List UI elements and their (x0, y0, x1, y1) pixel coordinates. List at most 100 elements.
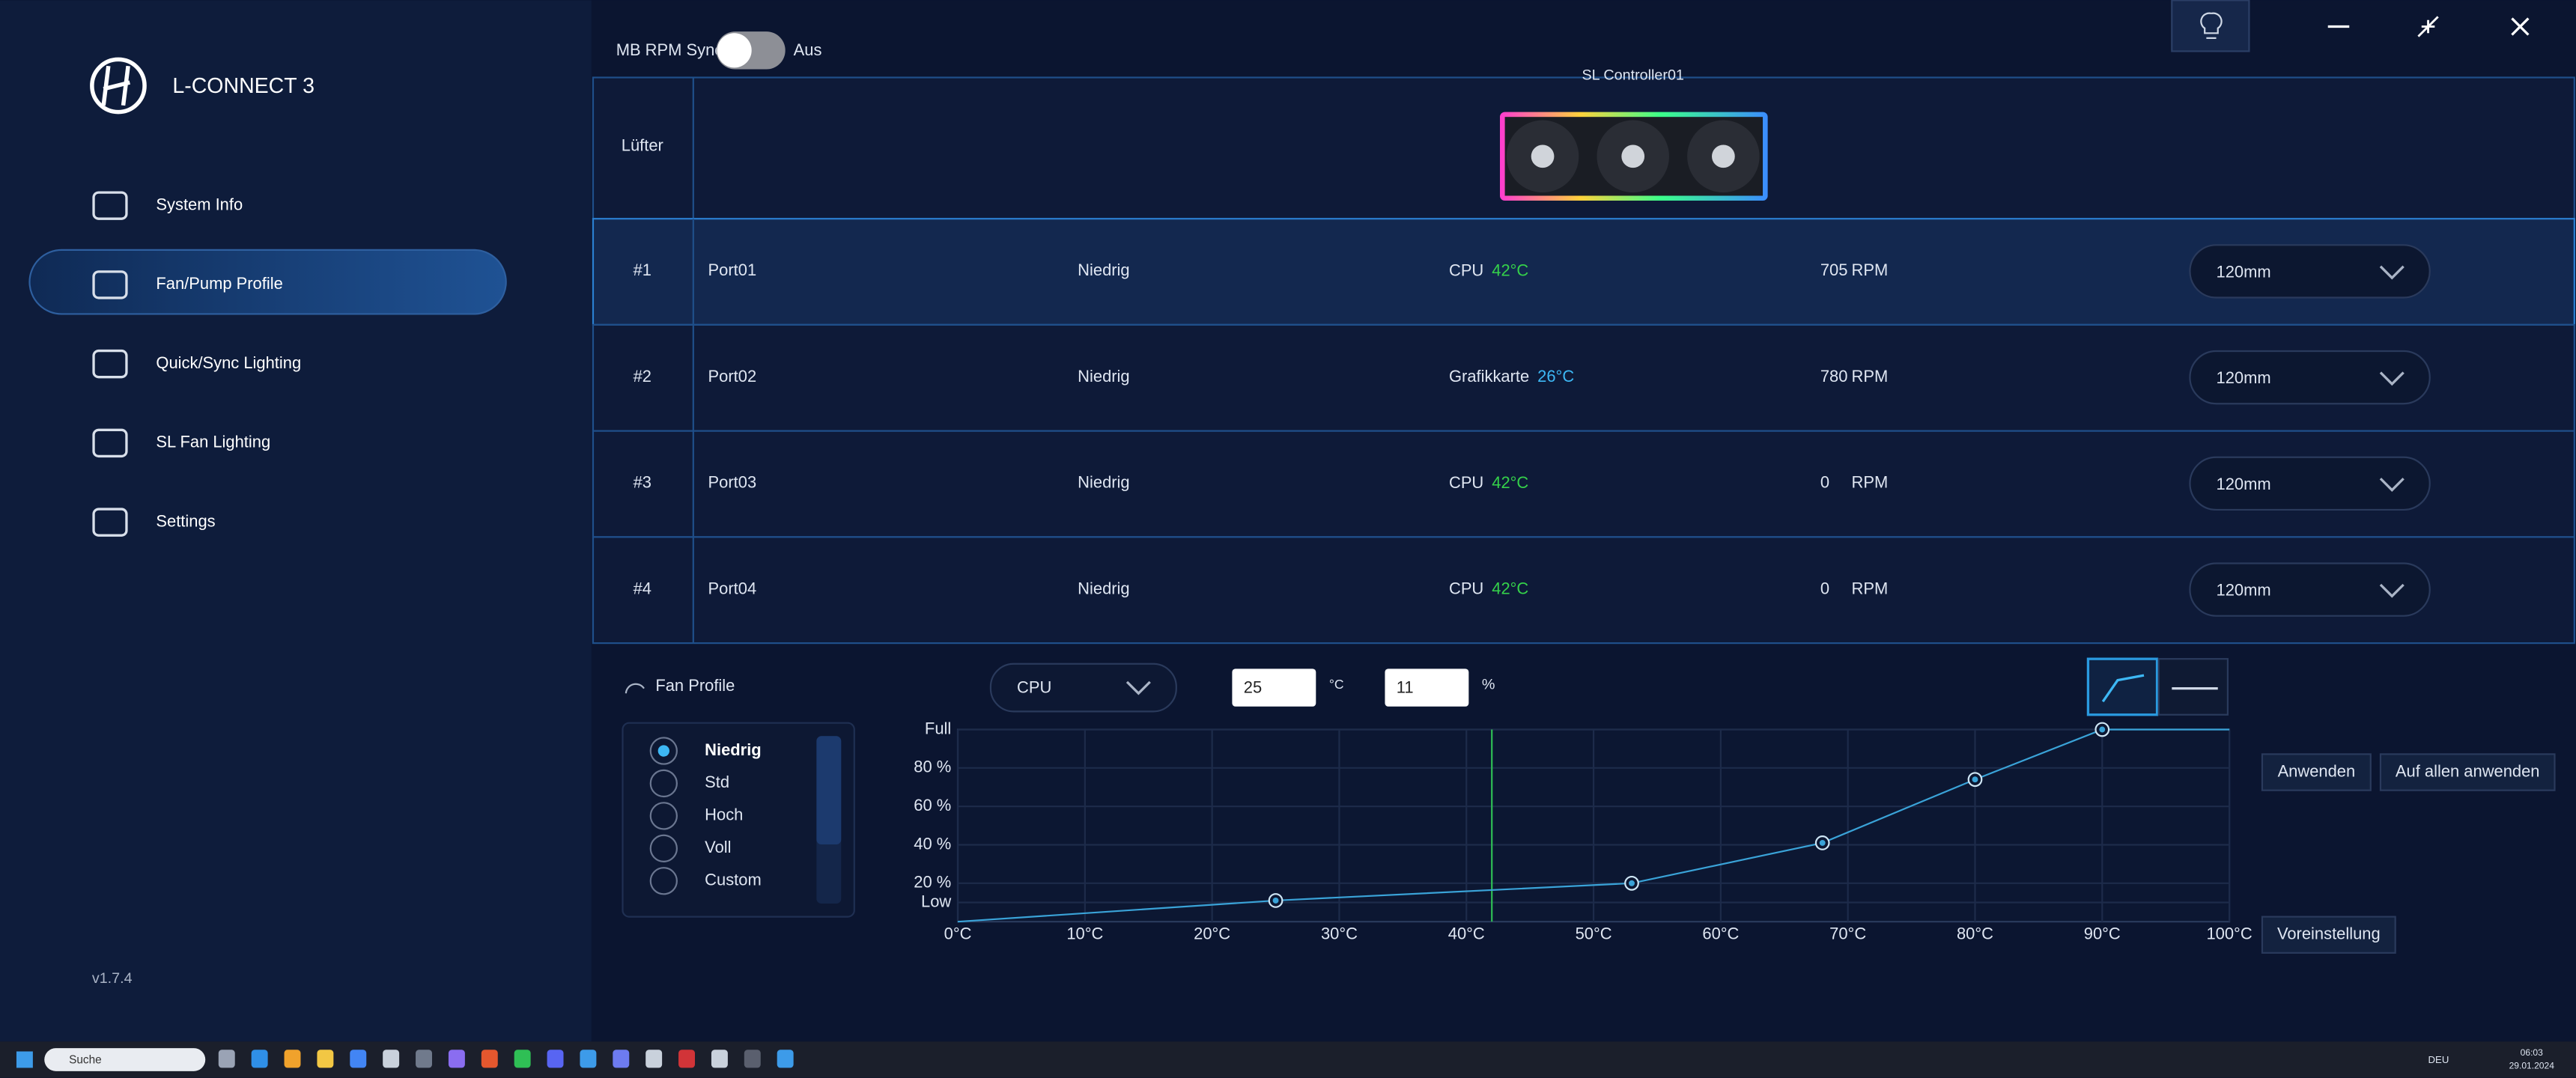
app-icon[interactable] (284, 1050, 301, 1068)
profile-option: Hoch (705, 806, 743, 824)
app-icon[interactable] (251, 1050, 268, 1068)
size: 120mm (2217, 581, 2271, 600)
size: 120mm (2217, 262, 2271, 281)
app-icon[interactable] (645, 1050, 663, 1068)
controller-name: SL Controller01 (1582, 67, 1684, 84)
light-button[interactable] (2171, 0, 2250, 52)
x-tick-label: 70°C (1829, 925, 1866, 943)
button[interactable] (2261, 916, 2396, 954)
x-tick-label: 20°C (1194, 925, 1230, 943)
mode: Niedrig (1078, 261, 1129, 279)
sensor: CPU (1017, 677, 1051, 696)
temp-input[interactable] (1232, 669, 1316, 707)
sensor-name: CPU (1449, 261, 1483, 279)
nav-selected[interactable] (28, 249, 507, 315)
scroll-thumb (816, 736, 842, 845)
time: 06:03 (2521, 1047, 2543, 1058)
app-icon[interactable] (613, 1050, 630, 1068)
nav-item[interactable]: Settings (156, 511, 215, 530)
app-icon[interactable] (218, 1050, 235, 1068)
x-tick-label: 10°C (1066, 925, 1103, 943)
start[interactable] (16, 1051, 33, 1068)
bulb-icon (2200, 12, 2223, 39)
nav-item[interactable]: Fan/Pump Profile (156, 274, 282, 293)
app-icon[interactable] (514, 1050, 531, 1068)
temperature: 42°C (1492, 579, 1528, 597)
nav-icon (92, 270, 128, 299)
temperature: 42°C (1492, 473, 1528, 492)
radio[interactable] (649, 867, 678, 895)
curve-mode[interactable] (2086, 657, 2159, 716)
app-icon[interactable] (711, 1050, 728, 1068)
taskbar-icons (218, 1050, 794, 1068)
radio[interactable] (649, 834, 678, 862)
mode: Niedrig (1078, 579, 1129, 597)
nav-icon (92, 508, 128, 537)
app-icon[interactable] (580, 1050, 597, 1068)
buttons: Anwenden Auf allen anwenden Voreinstellung (2261, 753, 2556, 954)
rpm-unit: RPM (1852, 579, 1889, 597)
nav-item[interactable]: SL Fan Lighting (156, 433, 270, 451)
chevron (2379, 478, 2405, 492)
sensor-name: CPU (1449, 473, 1483, 492)
curve-point-core (1629, 880, 1635, 886)
app-icon[interactable] (777, 1050, 794, 1068)
app-icon[interactable] (416, 1050, 432, 1068)
nav-item[interactable]: Quick/Sync Lighting (156, 353, 301, 372)
fan-row[interactable] (592, 323, 2575, 432)
x-tick-label: 100°C (2206, 925, 2252, 943)
x-tick-label: 30°C (1321, 925, 1358, 943)
size-select[interactable] (2189, 350, 2431, 405)
x-tick-label: 90°C (2084, 925, 2121, 943)
radio[interactable] (649, 802, 678, 830)
size-select[interactable] (2189, 562, 2431, 617)
button-label: Anwenden (2278, 761, 2356, 780)
nav: System Info Fan/Pump Profile Quick/Sync Li… (92, 191, 301, 537)
y-tick-label: 40 % (914, 834, 951, 853)
fan-num: #2 (634, 367, 651, 386)
port: Port03 (708, 473, 757, 492)
search-box[interactable] (44, 1048, 206, 1071)
rows: #1 Port01 Niedrig CPU 42°C 705 RPM 120mm#2 Port0… (592, 218, 2575, 645)
profile-option: Std (705, 773, 729, 791)
close[interactable] (2511, 17, 2530, 36)
app-icon[interactable] (744, 1050, 761, 1068)
nav-icon (92, 191, 128, 220)
button[interactable] (2261, 753, 2372, 791)
app-icon[interactable] (678, 1050, 696, 1068)
mode: Niedrig (1078, 473, 1129, 492)
fan-curve: 0°C 10°C 20°C 30°C 40°C 50°C 60°C 70°C 80°C 90°C 1… (914, 719, 2252, 943)
sensor-select[interactable] (989, 663, 1177, 713)
app-icon[interactable] (448, 1050, 465, 1068)
nav-item[interactable]: System Info (156, 195, 243, 213)
sensor-name: CPU (1449, 579, 1483, 597)
app-icon[interactable] (481, 1050, 498, 1068)
app-icon[interactable] (547, 1050, 564, 1068)
mode: Niedrig (1078, 367, 1129, 386)
curve-icon (2101, 674, 2145, 703)
radio[interactable] (649, 769, 678, 798)
duty-input[interactable] (1385, 669, 1469, 707)
y-tick-label: 20 % (914, 873, 951, 892)
flat-mode[interactable] (2157, 658, 2229, 716)
lang: DEU (2428, 1054, 2449, 1065)
temperature: 26°C (1537, 367, 1574, 386)
temperature: 42°C (1492, 261, 1528, 279)
app-icon[interactable] (383, 1050, 400, 1068)
radio[interactable] (649, 737, 678, 765)
fan-num: #3 (634, 473, 651, 492)
restore[interactable] (2417, 16, 2439, 37)
chevron (2379, 265, 2405, 280)
size-select[interactable] (2189, 244, 2431, 299)
button[interactable] (2379, 753, 2556, 791)
app-icon[interactable] (317, 1050, 334, 1068)
chevron (2379, 371, 2405, 386)
profile-option: Voll (705, 838, 731, 856)
x-tick-label: 40°C (1448, 925, 1485, 943)
size-select[interactable] (2189, 456, 2431, 511)
app-icon[interactable] (350, 1050, 367, 1068)
logo-mark (101, 65, 130, 106)
nav-icon (92, 428, 128, 458)
